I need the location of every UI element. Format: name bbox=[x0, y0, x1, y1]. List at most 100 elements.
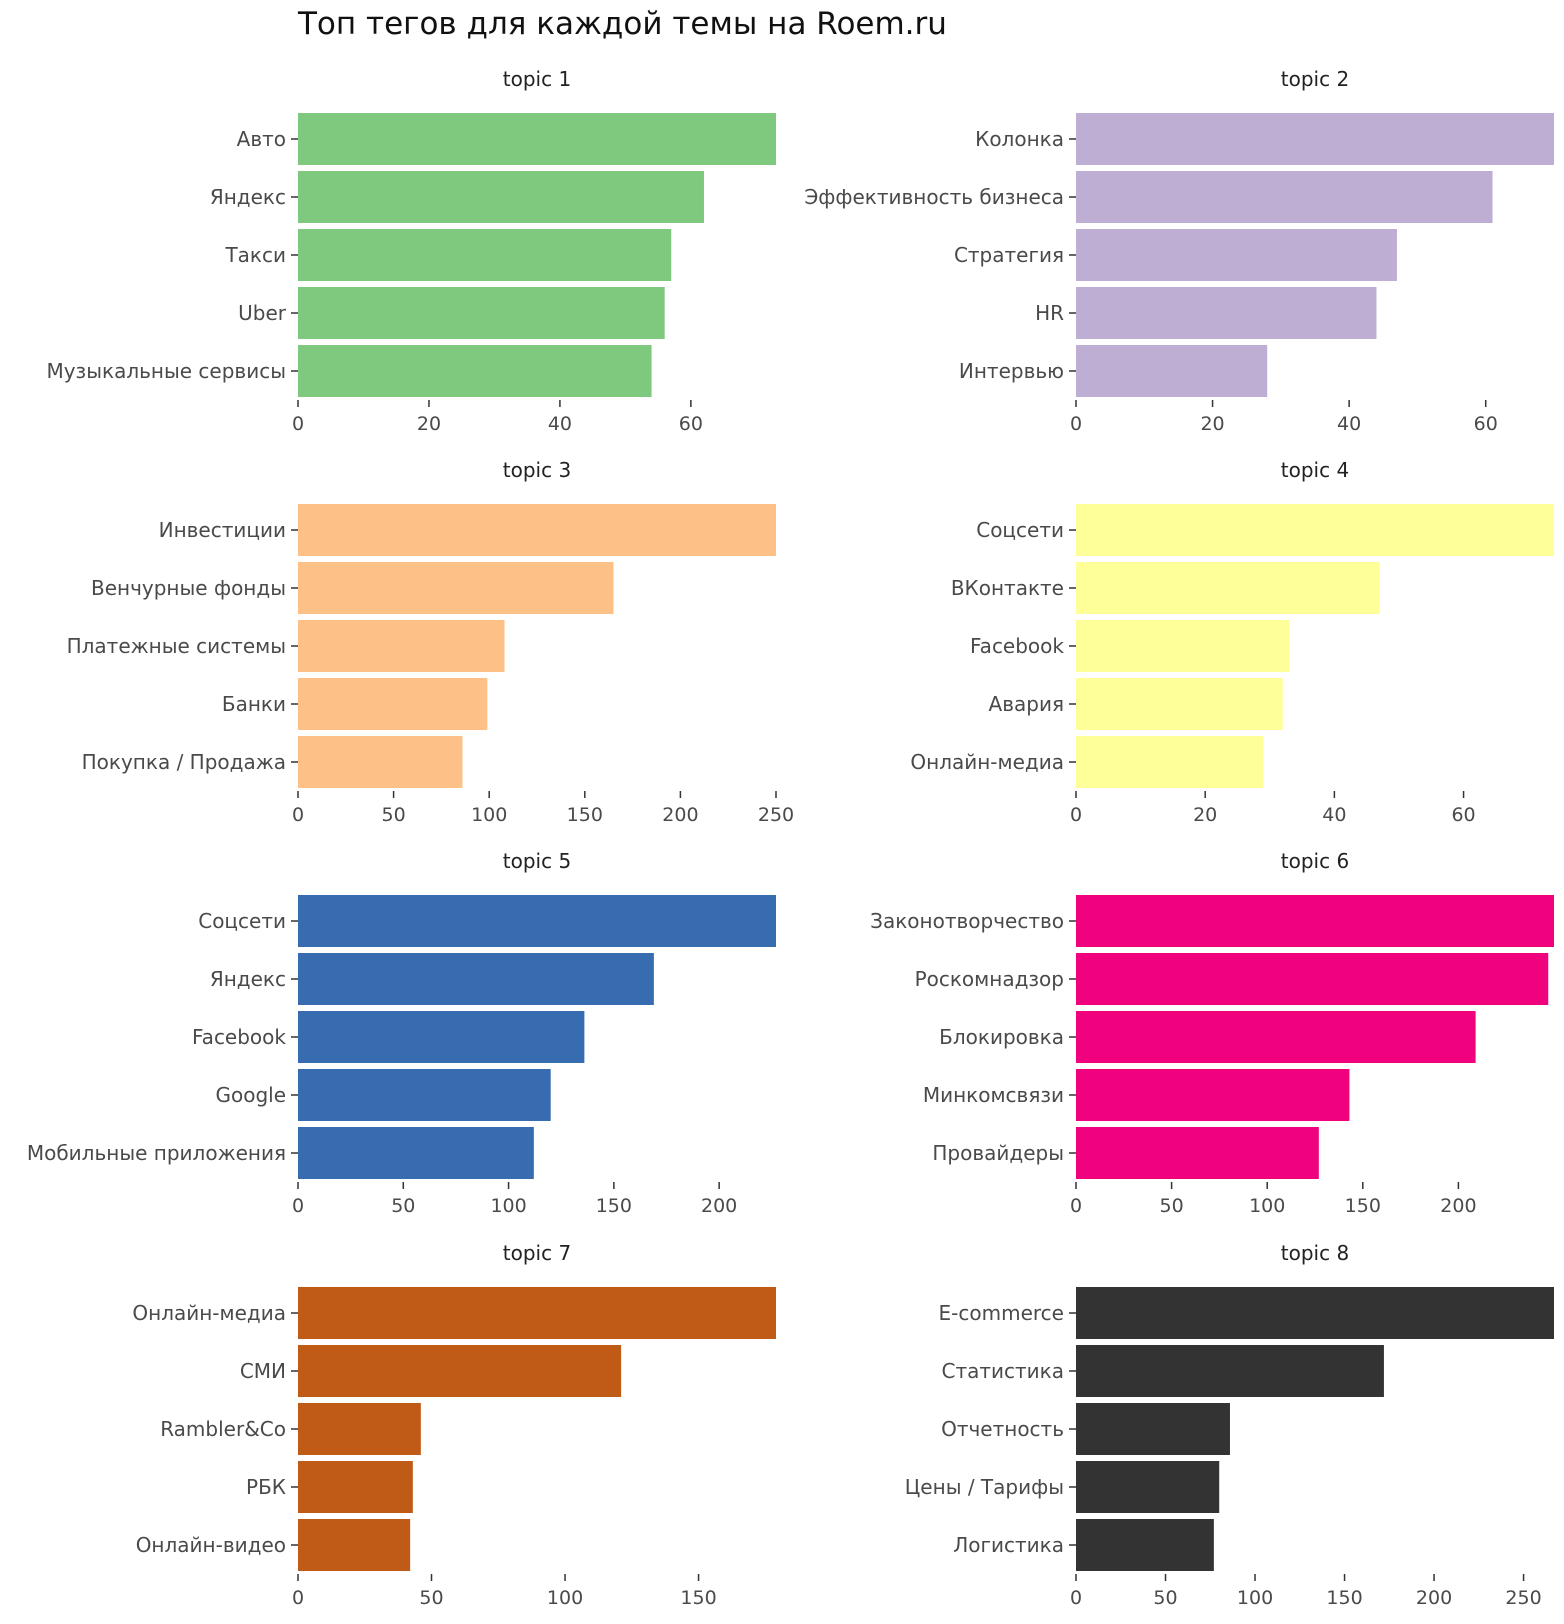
y-tick-label: Логистика bbox=[953, 1533, 1064, 1557]
y-tick-label: Платежные системы bbox=[67, 634, 286, 658]
bar-topic-5-5 bbox=[298, 1127, 534, 1179]
bar-topic-7-1 bbox=[298, 1287, 776, 1339]
y-tick-label: Rambler&Co bbox=[160, 1417, 286, 1441]
y-tick-label: Роскомнадзор bbox=[915, 967, 1064, 991]
x-tick-label: 100 bbox=[471, 804, 507, 826]
x-tick-label: 150 bbox=[680, 1587, 716, 1609]
x-tick-label: 0 bbox=[292, 413, 304, 435]
panel-title-topic-7: topic 7 bbox=[503, 1241, 571, 1265]
bar-topic-5-4 bbox=[298, 1069, 551, 1121]
x-tick-label: 250 bbox=[1505, 1587, 1541, 1609]
y-tick-label: СМИ bbox=[240, 1359, 286, 1383]
x-tick-label: 200 bbox=[1440, 1195, 1476, 1217]
y-tick-label: Колонка bbox=[975, 127, 1064, 151]
x-tick-label: 0 bbox=[1070, 413, 1082, 435]
y-tick-label: Онлайн-медиа bbox=[910, 750, 1064, 774]
bar-topic-7-4 bbox=[298, 1461, 413, 1513]
x-tick-label: 40 bbox=[1322, 804, 1346, 826]
chart-title: Топ тегов для каждой темы на Roem.ru bbox=[298, 6, 947, 42]
y-tick-label: Покупка / Продажа bbox=[82, 750, 286, 774]
bar-topic-7-2 bbox=[298, 1345, 622, 1397]
y-tick-label: HR bbox=[1035, 301, 1064, 325]
x-tick-label: 150 bbox=[1326, 1587, 1362, 1609]
y-tick-label: Законотворчество bbox=[870, 909, 1064, 933]
bar-topic-1-4 bbox=[298, 287, 665, 339]
x-tick-label: 0 bbox=[1070, 804, 1082, 826]
x-tick-label: 0 bbox=[1070, 1587, 1082, 1609]
x-tick-label: 50 bbox=[382, 804, 406, 826]
x-tick-label: 20 bbox=[417, 413, 441, 435]
bar-topic-5-1 bbox=[298, 895, 776, 947]
bar-topic-2-4 bbox=[1076, 287, 1377, 339]
bar-topic-1-1 bbox=[298, 113, 776, 165]
bar-topic-3-4 bbox=[298, 678, 488, 730]
bar-topic-3-3 bbox=[298, 620, 505, 672]
x-tick-label: 200 bbox=[1416, 1587, 1452, 1609]
y-tick-label: Соцсети bbox=[198, 909, 286, 933]
x-tick-label: 50 bbox=[1153, 1587, 1177, 1609]
panel-title-topic-3: topic 3 bbox=[503, 458, 571, 482]
y-tick-label: Банки bbox=[222, 692, 286, 716]
y-tick-label: Онлайн-медиа bbox=[132, 1301, 286, 1325]
panel-title-topic-1: topic 1 bbox=[503, 67, 571, 91]
y-tick-label: Онлайн-видео bbox=[136, 1533, 286, 1557]
bar-topic-2-1 bbox=[1076, 113, 1554, 165]
bar-topic-2-3 bbox=[1076, 229, 1397, 281]
bar-topic-8-4 bbox=[1076, 1461, 1220, 1513]
x-tick-label: 150 bbox=[1345, 1195, 1381, 1217]
x-tick-label: 100 bbox=[1249, 1195, 1285, 1217]
y-tick-label: Яндекс bbox=[210, 967, 286, 991]
x-tick-label: 100 bbox=[1237, 1587, 1273, 1609]
y-tick-label: Минкомсвязи bbox=[923, 1083, 1064, 1107]
bar-topic-8-5 bbox=[1076, 1519, 1214, 1571]
x-tick-label: 200 bbox=[701, 1195, 737, 1217]
bar-topic-7-3 bbox=[298, 1403, 421, 1455]
bar-topic-4-5 bbox=[1076, 736, 1264, 788]
x-tick-label: 100 bbox=[490, 1195, 526, 1217]
y-tick-label: Facebook bbox=[970, 634, 1064, 658]
panel-title-topic-4: topic 4 bbox=[1281, 458, 1349, 482]
x-tick-label: 50 bbox=[419, 1587, 443, 1609]
x-tick-label: 250 bbox=[758, 804, 794, 826]
x-tick-label: 0 bbox=[1070, 1195, 1082, 1217]
bar-topic-7-5 bbox=[298, 1519, 411, 1571]
bar-topic-6-5 bbox=[1076, 1127, 1319, 1179]
panel-title-topic-6: topic 6 bbox=[1281, 849, 1349, 873]
y-tick-label: Соцсети bbox=[976, 518, 1064, 542]
x-tick-label: 0 bbox=[292, 1587, 304, 1609]
y-tick-label: Такси bbox=[224, 243, 286, 267]
x-tick-label: 40 bbox=[548, 413, 572, 435]
x-tick-label: 0 bbox=[292, 1195, 304, 1217]
x-tick-label: 150 bbox=[567, 804, 603, 826]
y-tick-label: Эффективность бизнеса bbox=[804, 185, 1064, 209]
y-tick-label: Статистика bbox=[942, 1359, 1065, 1383]
bar-topic-8-3 bbox=[1076, 1403, 1230, 1455]
y-tick-label: Мобильные приложения bbox=[27, 1141, 286, 1165]
y-tick-label: Uber bbox=[238, 301, 287, 325]
x-tick-label: 40 bbox=[1337, 413, 1361, 435]
bar-topic-5-2 bbox=[298, 953, 654, 1005]
bar-topic-4-3 bbox=[1076, 620, 1290, 672]
bar-topic-6-3 bbox=[1076, 1011, 1476, 1063]
panel-title-topic-5: topic 5 bbox=[503, 849, 571, 873]
x-tick-label: 20 bbox=[1200, 413, 1224, 435]
panel-title-topic-2: topic 2 bbox=[1281, 67, 1349, 91]
y-tick-label: Авто bbox=[237, 127, 286, 151]
x-tick-label: 60 bbox=[1474, 413, 1498, 435]
y-tick-label: Стратегия bbox=[954, 243, 1064, 267]
bar-topic-4-2 bbox=[1076, 562, 1380, 614]
y-tick-label: Блокировка bbox=[939, 1025, 1064, 1049]
bar-topic-3-5 bbox=[298, 736, 463, 788]
y-tick-label: Провайдеры bbox=[932, 1141, 1064, 1165]
bar-topic-4-4 bbox=[1076, 678, 1283, 730]
y-tick-label: РБК bbox=[246, 1475, 286, 1499]
y-tick-label: Музыкальные сервисы bbox=[46, 359, 286, 383]
bar-topic-6-2 bbox=[1076, 953, 1549, 1005]
bar-topic-6-1 bbox=[1076, 895, 1554, 947]
bar-topic-1-3 bbox=[298, 229, 672, 281]
bar-topic-3-1 bbox=[298, 504, 776, 556]
y-tick-label: Авария bbox=[989, 692, 1064, 716]
bar-topic-6-4 bbox=[1076, 1069, 1350, 1121]
bar-topic-8-2 bbox=[1076, 1345, 1384, 1397]
